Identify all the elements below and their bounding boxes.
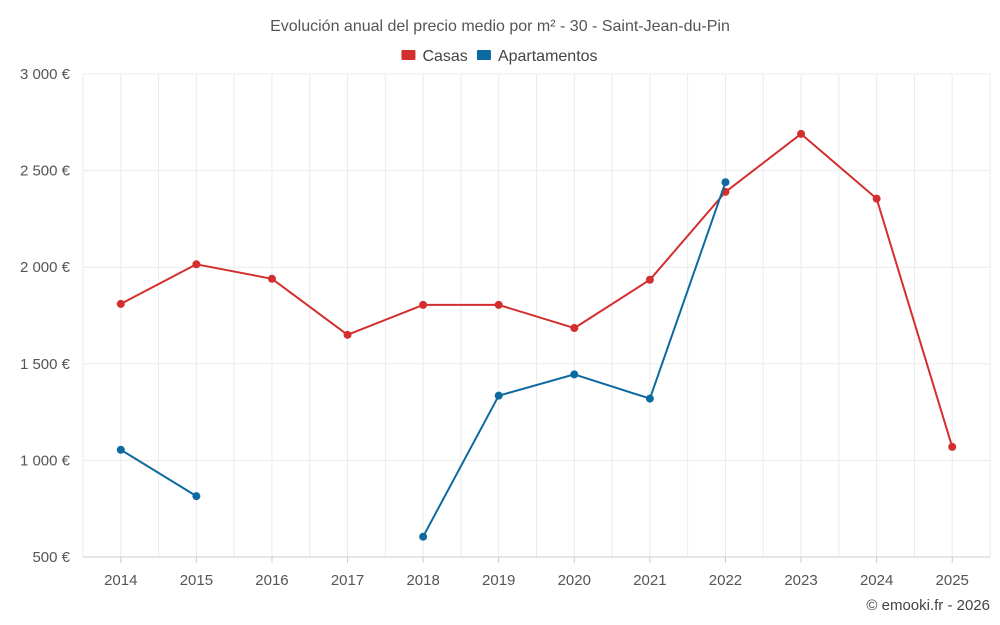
data-point-apartamentos-2021 xyxy=(645,394,654,403)
data-point-casas-2020 xyxy=(570,324,579,333)
x-tick-label: 2022 xyxy=(709,572,742,589)
data-point-apartamentos-2019 xyxy=(494,391,503,400)
legend-swatch-casas xyxy=(401,50,416,60)
data-point-apartamentos-2018 xyxy=(419,532,428,541)
data-point-apartamentos-2014 xyxy=(116,445,125,454)
data-point-apartamentos-2020 xyxy=(570,370,579,379)
legend-label-casas: Casas xyxy=(422,48,467,65)
y-tick-label: 2 000 € xyxy=(20,259,71,276)
x-tick-label: 2018 xyxy=(406,572,439,589)
x-tick-label: 2024 xyxy=(860,572,893,589)
legend: Casas Apartamentos xyxy=(401,48,598,65)
chart-title: Evolución anual del precio medio por m² … xyxy=(270,18,730,35)
series-layer xyxy=(116,129,957,541)
grid xyxy=(82,73,991,557)
y-tick-label: 3 000 € xyxy=(20,66,71,83)
y-tick-label: 1 000 € xyxy=(20,452,71,469)
legend-swatch-apartamentos xyxy=(476,50,491,60)
data-point-apartamentos-2015 xyxy=(192,492,201,501)
data-point-casas-2023 xyxy=(797,129,806,138)
data-point-casas-2019 xyxy=(494,300,503,309)
x-tick-label: 2017 xyxy=(331,572,364,589)
data-point-casas-2015 xyxy=(192,260,201,269)
x-tick-label: 2015 xyxy=(180,572,213,589)
x-tick-label: 2019 xyxy=(482,572,515,589)
series-line-casas xyxy=(120,132,954,448)
x-tick-label: 2020 xyxy=(558,572,591,589)
data-point-casas-2014 xyxy=(116,299,125,308)
data-point-apartamentos-2022 xyxy=(721,178,730,187)
y-tick-label: 500 € xyxy=(32,549,70,566)
data-point-casas-2021 xyxy=(645,275,654,284)
x-tick-label: 2016 xyxy=(255,572,288,589)
y-tick-label: 2 500 € xyxy=(20,163,71,180)
data-point-casas-2025 xyxy=(948,442,957,451)
legend-label-apartamentos: Apartamentos xyxy=(498,48,598,65)
y-tick-label: 1 500 € xyxy=(20,356,71,373)
credit-text: © emooki.fr - 2026 xyxy=(866,597,990,614)
data-point-casas-2017 xyxy=(343,330,352,339)
x-tick-label: 2023 xyxy=(784,572,817,589)
data-point-casas-2024 xyxy=(872,194,881,203)
data-point-casas-2018 xyxy=(419,300,428,309)
x-tick-label: 2014 xyxy=(104,572,137,589)
data-point-casas-2016 xyxy=(267,274,276,283)
series-line-apartamentos xyxy=(120,448,197,497)
axes: 500 € 1 000 € 1 500 € 2 000 € 2 500 € 3 000 €… xyxy=(20,66,990,589)
x-tick-label: 2025 xyxy=(936,572,969,589)
x-tick-label: 2021 xyxy=(633,572,666,589)
